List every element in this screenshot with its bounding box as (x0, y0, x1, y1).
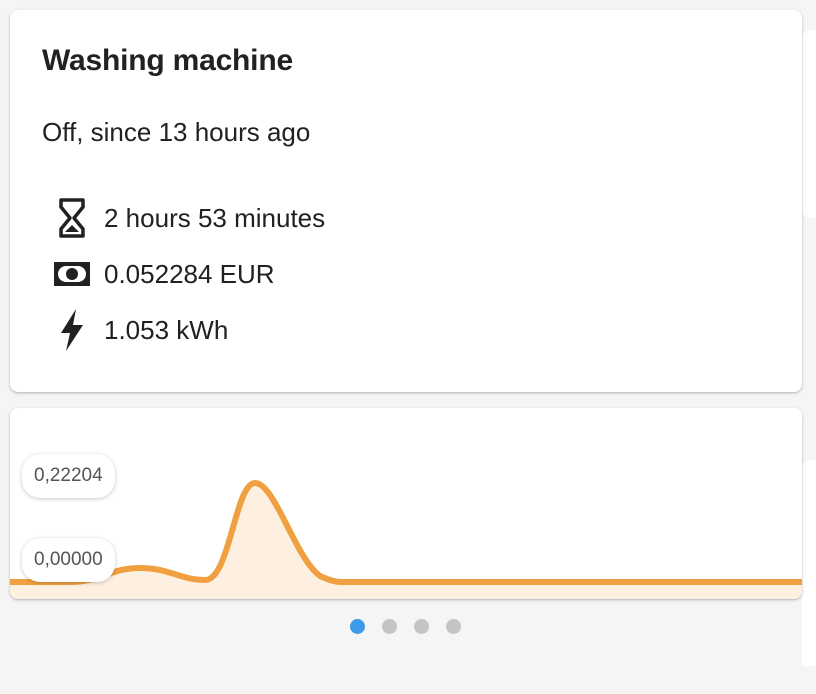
attribute-energy: 1.053 kWh (52, 309, 229, 351)
graph-fill (10, 483, 802, 599)
next-card-peek (802, 460, 816, 666)
graph-line (10, 479, 802, 586)
attribute-duration: 2 hours 53 minutes (52, 198, 325, 238)
pagination-dot-4[interactable] (446, 619, 461, 634)
graph-sparkline (10, 479, 802, 599)
pagination-dot-1[interactable] (350, 619, 365, 634)
graph-max-label: 0,22204 (22, 454, 115, 498)
attribute-value: 1.053 kWh (104, 314, 229, 345)
history-graph[interactable]: 0,22204 0,00000 (10, 408, 802, 599)
card-title: Washing machine (42, 44, 293, 77)
attribute-value: 0.052284 EUR (104, 258, 275, 289)
hourglass-icon (52, 198, 92, 238)
graph-min-label: 0,00000 (22, 538, 115, 582)
next-card-peek (802, 30, 816, 218)
state-text: Off, since 13 hours ago (42, 117, 311, 147)
cash-icon (52, 254, 92, 294)
lightning-bolt-icon (52, 309, 92, 351)
attribute-value: 2 hours 53 minutes (104, 202, 326, 233)
pagination-dots (350, 619, 478, 634)
pagination-dot-3[interactable] (414, 619, 429, 634)
pagination-dot-2[interactable] (382, 619, 397, 634)
entity-card[interactable]: Washing machine Off, since 13 hours ago … (10, 10, 802, 392)
attribute-cost: 0.052284 EUR (52, 254, 275, 294)
